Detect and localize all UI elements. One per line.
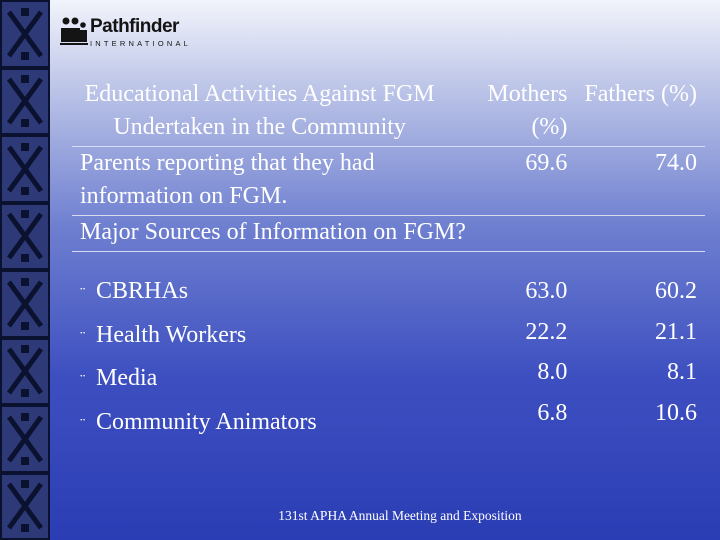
logo-subtitle: INTERNATIONAL (90, 39, 192, 48)
header-row: Educational Activities Against FGM Under… (72, 78, 705, 147)
sources-title: Major Sources of Information on FGM? (72, 215, 705, 252)
sources-row: ¨ CBRHAs ¨ Health Workers ¨ Media ¨ Communit… (72, 252, 705, 446)
mothers-value: 22.2 (525, 318, 568, 345)
mothers-value: 6.8 (537, 399, 568, 426)
info-mothers-value: 69.6 (447, 146, 576, 216)
sources-fathers-values: 60.2 21.1 8.1 10.6 (575, 252, 705, 446)
header-fathers: Fathers (%) (575, 78, 705, 147)
fathers-value: 60.2 (655, 278, 697, 304)
info-fathers-value: 74.0 (575, 146, 705, 216)
bullet-icon: ¨ (80, 328, 86, 346)
footer-text: 131st APHA Annual Meeting and Exposition (278, 508, 522, 523)
pattern-tile (0, 202, 50, 270)
list-item: ¨ Community Animators (80, 402, 439, 446)
list-item: ¨ Health Workers (80, 315, 439, 359)
sources-title-row: Major Sources of Information on FGM? (72, 215, 705, 252)
pattern-tile (0, 270, 50, 338)
decorative-side-strip (0, 0, 50, 540)
pattern-tile (0, 405, 50, 473)
header-title: Educational Activities Against FGM Under… (72, 78, 448, 147)
source-label: Media (96, 365, 158, 391)
list-item: ¨ CBRHAs (80, 271, 439, 315)
pathfinder-logo: Pathfinder INTERNATIONAL (60, 14, 190, 56)
list-item: ¨ Media (80, 358, 439, 402)
source-label: CBRHAs (96, 278, 189, 304)
source-label: Community Animators (96, 408, 317, 435)
header-mothers: Mothers (%) (447, 78, 576, 147)
bullet-icon: ¨ (80, 415, 86, 433)
bullet-icon: ¨ (80, 372, 86, 389)
sources-mothers-values: 63.0 22.2 8.0 6.8 (447, 252, 575, 446)
fathers-value: 21.1 (655, 318, 697, 345)
pattern-tile (0, 135, 50, 203)
source-label: Health Workers (96, 321, 247, 348)
fathers-value: 10.6 (655, 399, 697, 426)
bullet-icon: ¨ (80, 285, 86, 302)
info-label: Parents reporting that they had informat… (72, 146, 448, 216)
fgm-data-table: Educational Activities Against FGM Under… (72, 78, 705, 445)
logo-wordmark: Pathfinder (90, 16, 179, 37)
mothers-value: 63.0 (525, 278, 568, 304)
pattern-tile (0, 472, 50, 540)
people-icon (60, 17, 88, 45)
mothers-value: 8.0 (537, 359, 568, 385)
pattern-tile (0, 337, 50, 405)
pattern-tile (0, 0, 50, 68)
pattern-tile (0, 67, 50, 135)
sources-labels: ¨ CBRHAs ¨ Health Workers ¨ Media ¨ Communit… (72, 252, 447, 446)
fathers-value: 8.1 (667, 359, 697, 385)
info-row: Parents reporting that they had informat… (72, 146, 705, 216)
